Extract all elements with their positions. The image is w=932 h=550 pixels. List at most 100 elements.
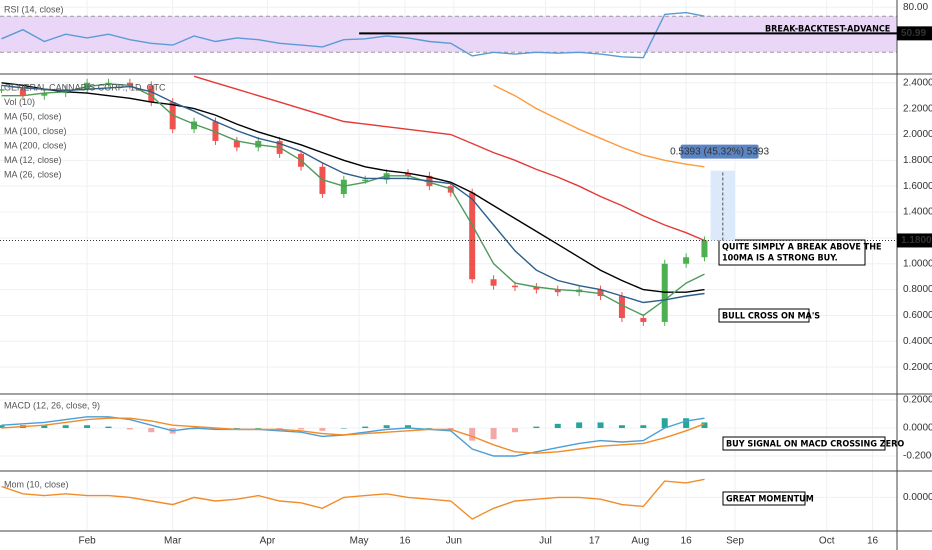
x-tick-label: Oct xyxy=(819,536,835,547)
y-tick-label: 0.6000 xyxy=(903,310,932,321)
candle xyxy=(233,140,240,148)
histogram-bar xyxy=(597,422,604,429)
candle xyxy=(405,173,412,176)
y-tick-label: 1.0000 xyxy=(903,258,932,269)
candle xyxy=(533,287,540,290)
histogram-bar xyxy=(554,423,561,429)
annotation: 100MA IS A STRONG BUY. xyxy=(722,254,838,264)
y-tick-label: 2.4000 xyxy=(903,77,932,88)
level-label: 50.99 xyxy=(901,28,926,39)
last-price-label: 1.1800 xyxy=(901,235,932,246)
rsi-annotation: BREAK-BACKTEST-ADVANCE xyxy=(765,25,890,35)
macd-annotation: BUY SIGNAL ON MACD CROSSING ZERO xyxy=(726,440,904,450)
histogram-bar xyxy=(362,426,369,429)
y-tick-label: 1.6000 xyxy=(903,181,932,192)
x-tick-label: 17 xyxy=(589,536,601,547)
histogram-bar xyxy=(148,428,155,433)
candle xyxy=(554,289,561,293)
x-tick-label: Mar xyxy=(164,536,182,547)
candle xyxy=(19,89,26,96)
series-line xyxy=(1,11,705,59)
macd-title: MACD (12, 26, close, 9) xyxy=(4,400,100,410)
x-tick-label: 16 xyxy=(399,536,411,547)
x-tick-label: Jul xyxy=(539,536,552,547)
y-tick-label: 0.8000 xyxy=(903,284,932,295)
candle xyxy=(126,82,133,86)
x-tick-label: Aug xyxy=(631,536,649,547)
histogram-bar xyxy=(661,418,668,429)
annotation: QUITE SIMPLY A BREAK ABOVE THE xyxy=(722,243,882,253)
histogram-bar xyxy=(426,428,433,429)
y-tick-label: 1.4000 xyxy=(903,207,932,218)
candle xyxy=(618,296,625,319)
histogram-bar xyxy=(233,428,240,429)
candle xyxy=(362,179,369,182)
histogram-bar xyxy=(319,428,326,431)
last-price-box xyxy=(897,233,932,248)
histogram-bar xyxy=(618,425,625,429)
histogram-bar xyxy=(84,425,91,429)
x-tick-label: 16 xyxy=(867,536,879,547)
candle xyxy=(511,285,518,288)
series-line xyxy=(1,84,705,304)
rsi-title: RSI (14, close) xyxy=(4,4,64,14)
y-tick-label: 1.8000 xyxy=(903,155,932,166)
candle xyxy=(701,240,708,258)
y-tick-label: 2.2000 xyxy=(903,103,932,114)
y-tick-label: 0.4000 xyxy=(903,336,932,347)
legend-entry: MA (50, close) xyxy=(4,111,62,121)
candle xyxy=(148,85,155,103)
histogram-bar xyxy=(640,425,647,429)
series-line xyxy=(493,84,705,168)
mom-annotation: GREAT MOMENTUM xyxy=(726,495,814,505)
histogram-bar xyxy=(511,428,518,433)
marks xyxy=(0,11,708,520)
candle xyxy=(469,192,476,280)
histogram-bar xyxy=(0,425,5,429)
y-tick-label: 0.0000 xyxy=(903,423,932,434)
y-tick-label: 0.2000 xyxy=(903,362,932,373)
annotation-box xyxy=(722,436,886,451)
histogram-bar xyxy=(490,428,497,440)
annotation: BULL CROSS ON MA'S xyxy=(722,312,820,322)
mom-title: Mom (10, close) xyxy=(4,479,69,489)
histogram-bar xyxy=(191,428,198,430)
y-tick-label: 0.0000 xyxy=(903,492,932,503)
x-tick-label: May xyxy=(350,536,369,547)
level-label-box xyxy=(897,26,932,41)
histogram-bar xyxy=(126,428,133,430)
annotation-box xyxy=(722,491,806,506)
histogram-bar xyxy=(701,422,708,429)
legend-entry: MA (26, close) xyxy=(4,169,62,179)
measure-label-box xyxy=(680,144,759,159)
series-line xyxy=(1,83,705,317)
annotation-box xyxy=(718,239,866,266)
series-line xyxy=(1,417,705,454)
histogram-bar xyxy=(340,428,347,429)
histogram-bar xyxy=(383,425,390,429)
candle xyxy=(490,279,497,286)
y-tick-label: 0.2000 xyxy=(903,395,932,406)
histogram-bar xyxy=(298,428,305,430)
series-line xyxy=(193,75,705,242)
candle xyxy=(41,93,48,96)
measure-label: 0.5393 (45.32%) 5393 xyxy=(670,146,769,157)
legend-entry: MA (12, close) xyxy=(4,155,62,165)
x-tick-label: 16 xyxy=(681,536,693,547)
x-tick-label: Apr xyxy=(260,536,276,547)
histogram-bar xyxy=(105,426,112,429)
x-tick-label: Jun xyxy=(446,536,462,547)
histogram-bar xyxy=(576,422,583,429)
candle xyxy=(683,257,690,264)
y-tick-label: 80.00 xyxy=(903,2,928,13)
series-line xyxy=(1,82,705,293)
candle xyxy=(640,318,647,322)
histogram-bar xyxy=(533,426,540,429)
x-tick-label: Feb xyxy=(78,536,96,547)
series-line xyxy=(1,478,705,520)
candle xyxy=(0,89,5,91)
histogram-bar xyxy=(41,425,48,429)
annotation-box xyxy=(718,308,810,323)
